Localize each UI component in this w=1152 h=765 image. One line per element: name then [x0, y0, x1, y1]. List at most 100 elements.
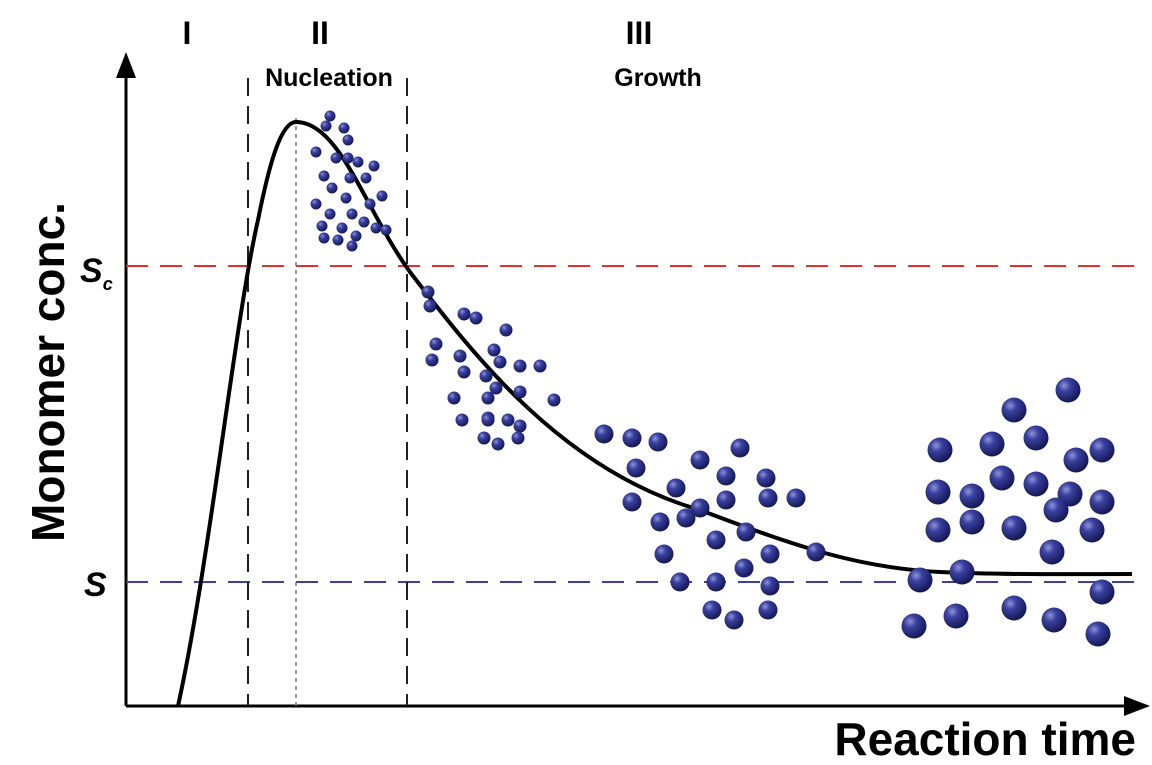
particle — [455, 413, 469, 427]
stage-1-numeral: I — [183, 15, 192, 51]
particle — [330, 152, 342, 164]
x-axis-label: Reaction time — [834, 713, 1136, 760]
particle — [533, 359, 547, 373]
early-growth-particles — [421, 285, 561, 451]
particle — [706, 572, 726, 592]
particle — [332, 234, 344, 246]
particle — [1089, 437, 1115, 463]
particle — [499, 323, 513, 337]
stage-boundaries — [247, 78, 408, 706]
particle — [324, 110, 336, 122]
particle — [425, 353, 439, 367]
particle — [493, 355, 507, 369]
particle — [481, 391, 495, 405]
particle — [676, 508, 696, 528]
reference-levels: Sc S — [80, 252, 1140, 604]
particle — [1043, 497, 1069, 523]
particle — [380, 224, 392, 236]
particle — [1089, 489, 1115, 515]
particle — [758, 488, 778, 508]
particle — [1039, 539, 1065, 565]
particle — [1085, 621, 1111, 647]
particle — [547, 393, 561, 407]
particle — [806, 542, 826, 562]
particle — [511, 431, 525, 445]
particle — [1023, 471, 1049, 497]
particle — [1001, 515, 1027, 541]
particle — [979, 431, 1005, 457]
particle — [469, 311, 483, 325]
particle — [320, 120, 332, 132]
particle — [423, 299, 437, 313]
particle — [342, 134, 354, 146]
particle — [350, 230, 362, 242]
particle — [310, 146, 322, 158]
particle — [513, 385, 527, 399]
particle — [760, 576, 780, 596]
particle — [724, 610, 744, 630]
mid-growth-particles — [594, 424, 826, 630]
particle — [760, 544, 780, 564]
particle — [479, 369, 493, 383]
particle — [368, 160, 380, 172]
particle — [338, 122, 350, 134]
particle — [716, 466, 736, 486]
particle — [491, 437, 505, 451]
particle — [1023, 425, 1049, 451]
particle — [670, 572, 690, 592]
particle — [358, 216, 370, 228]
particle — [376, 190, 388, 202]
particle — [429, 337, 443, 351]
particle — [352, 156, 364, 168]
particle — [925, 517, 951, 543]
particle — [364, 198, 376, 210]
particle — [346, 208, 358, 220]
particle — [690, 450, 710, 470]
particle — [626, 458, 646, 478]
particle — [901, 613, 927, 639]
stage-2-numeral: II — [311, 15, 329, 51]
axes — [116, 52, 1150, 716]
critical-level-label: Sc — [80, 252, 113, 294]
particle — [650, 512, 670, 532]
stage-3-numeral: III — [626, 15, 653, 51]
particle — [336, 222, 348, 234]
particle — [1001, 397, 1027, 423]
monomer-concentration-curve — [176, 119, 1133, 707]
particle — [959, 509, 985, 535]
nucleation-particles — [310, 110, 392, 252]
particle — [477, 431, 491, 445]
particle — [927, 437, 953, 463]
particle — [447, 391, 461, 405]
particle — [346, 240, 358, 252]
particle — [949, 559, 975, 585]
late-growth-particles — [901, 377, 1115, 647]
particle — [342, 152, 354, 164]
critical-level-subscript: c — [103, 274, 113, 294]
particle — [1089, 579, 1115, 605]
particle — [489, 381, 503, 395]
particle — [648, 432, 668, 452]
particle — [622, 492, 642, 512]
particle — [702, 600, 722, 620]
particle — [594, 424, 614, 444]
particle — [730, 438, 750, 458]
particle — [344, 172, 356, 184]
particle — [654, 544, 674, 564]
particle — [1001, 595, 1027, 621]
particle — [734, 558, 754, 578]
particle — [360, 172, 372, 184]
particle — [318, 232, 330, 244]
saturation-level-label: S — [84, 566, 107, 604]
stage-3-name: Growth — [614, 64, 702, 92]
particle — [457, 307, 471, 321]
particle — [907, 567, 933, 593]
particle — [989, 465, 1015, 491]
particle — [481, 413, 495, 427]
x-axis-arrow-icon — [1124, 696, 1150, 716]
particle — [513, 419, 527, 433]
critical-level-symbol: S — [80, 252, 103, 290]
particle — [943, 603, 969, 629]
